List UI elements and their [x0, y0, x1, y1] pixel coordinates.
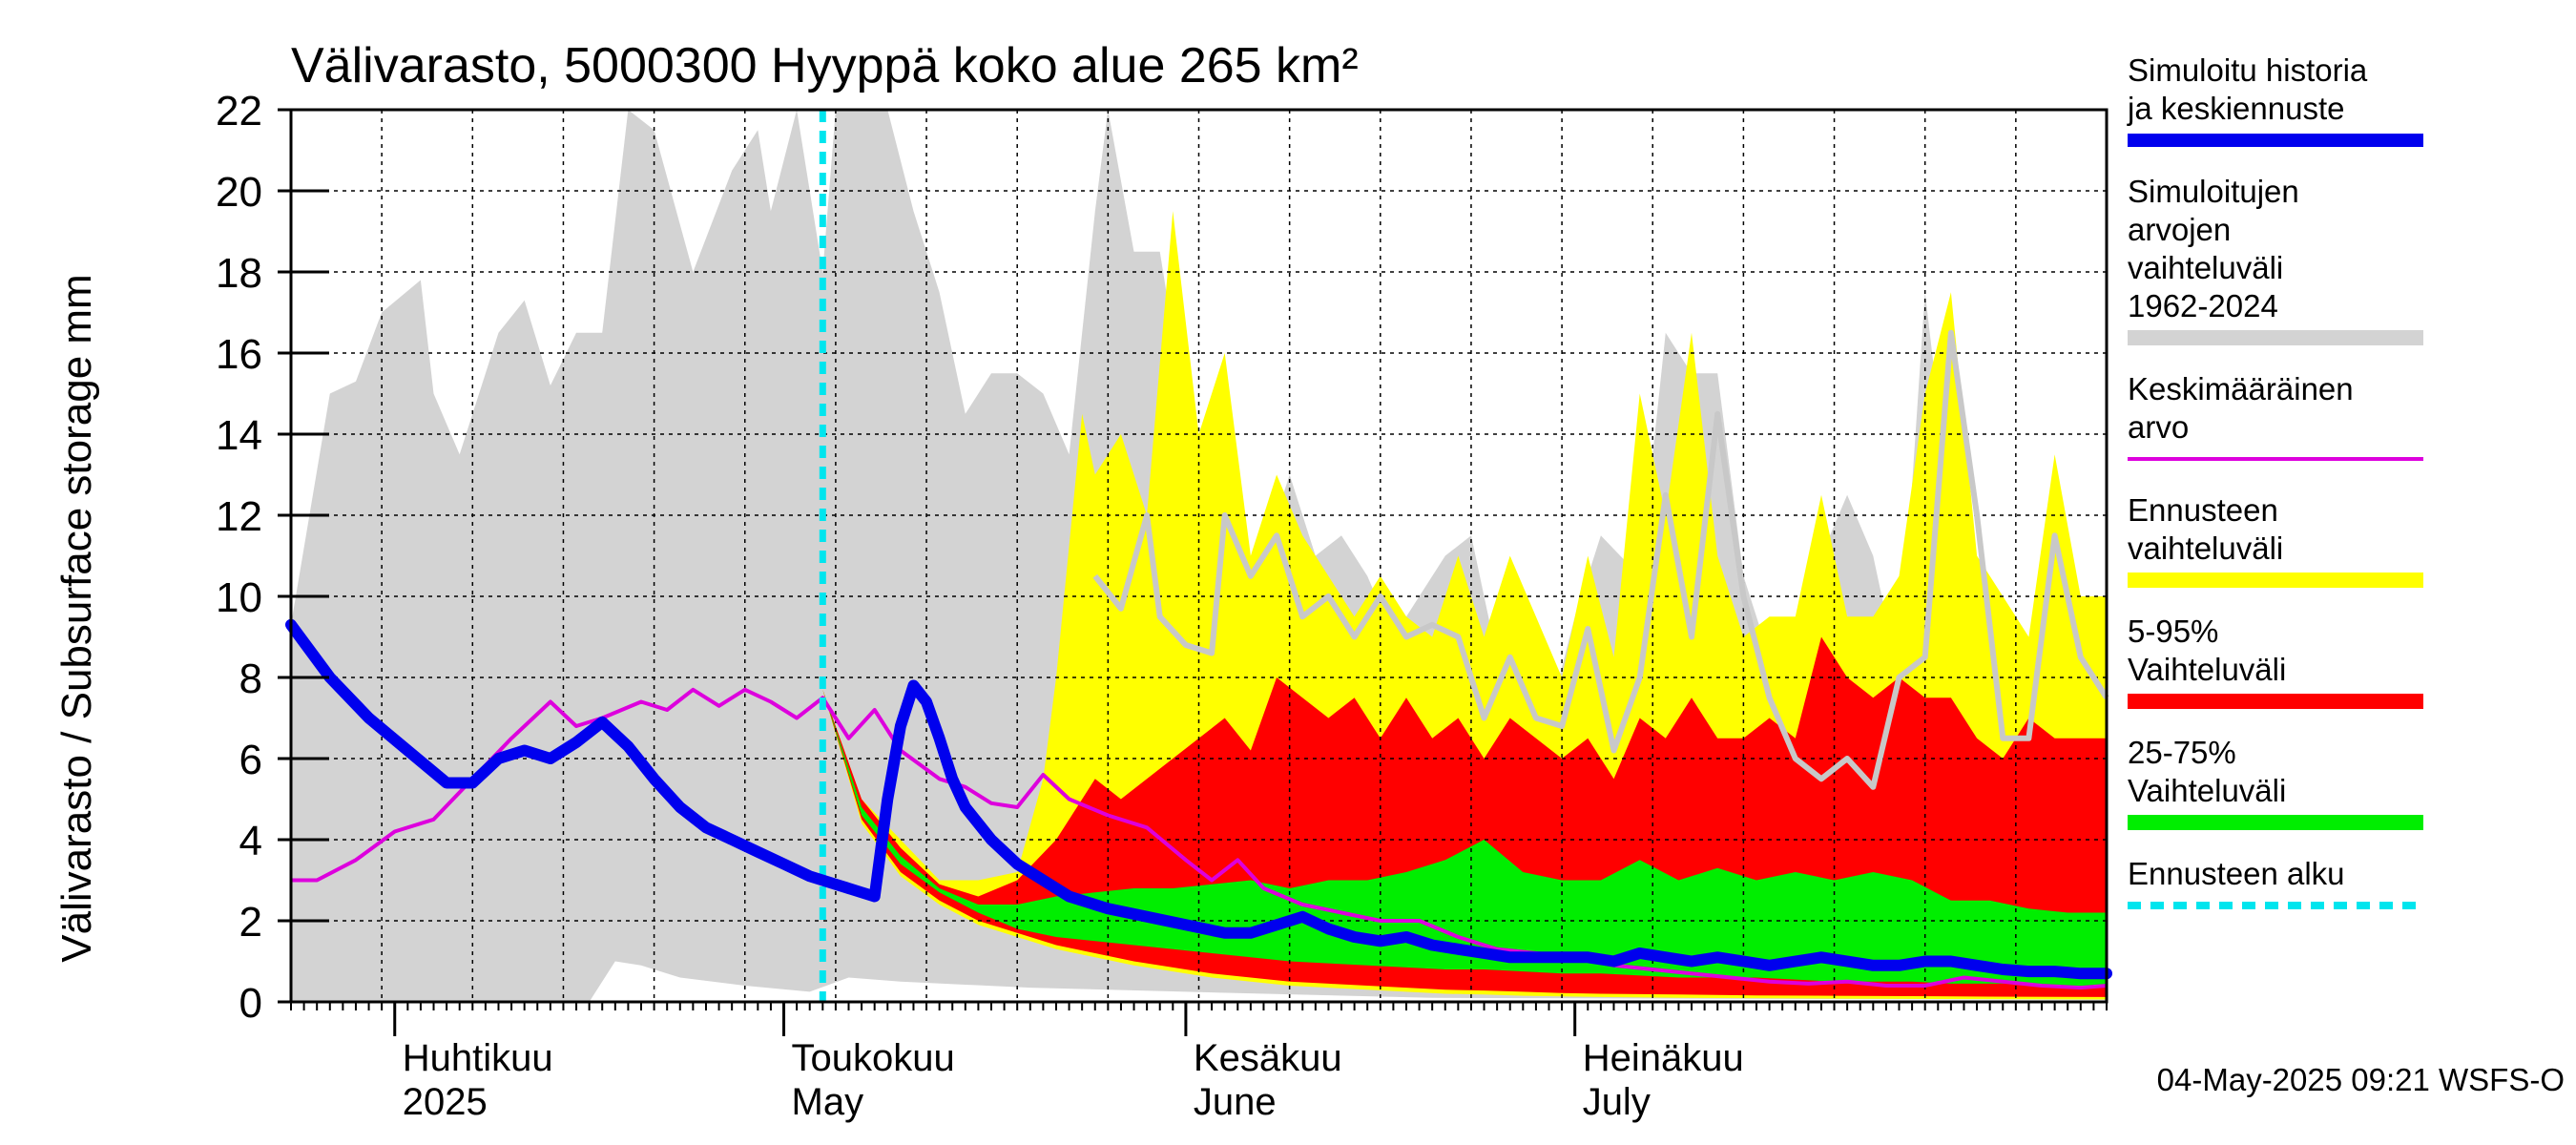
legend-label: arvojen [2128, 212, 2231, 247]
legend-label: arvo [2128, 409, 2189, 445]
y-tick-label: 14 [216, 412, 262, 459]
median-forecast-line [1092, 329, 2109, 790]
legend-label: vaihteluväli [2128, 531, 2283, 566]
y-tick-label: 18 [216, 250, 262, 297]
month-label: Toukokuu [792, 1037, 955, 1079]
y-tick-label: 4 [239, 818, 262, 864]
y-tick-label: 12 [216, 493, 262, 540]
legend-label: Keskimääräinen [2128, 371, 2354, 406]
y-tick-label: 8 [239, 656, 262, 702]
month-label: Heinäkuu [1583, 1037, 1744, 1079]
legend-label: Vaihteluväli [2128, 652, 2286, 687]
chart-series-lines [285, 110, 2112, 1002]
legend-label: 1962-2024 [2128, 288, 2278, 323]
month-label-secondary: June [1194, 1081, 1277, 1123]
main-series-line [285, 618, 2112, 980]
legend-label: 25-75% [2128, 735, 2236, 770]
month-label: Kesäkuu [1194, 1037, 1342, 1079]
legend-label: Ennusteen [2128, 492, 2278, 528]
legend-label: Vaihteluväli [2128, 773, 2286, 808]
y-tick-label: 0 [239, 980, 262, 1027]
legend-label: Simuloitu historia [2128, 52, 2368, 88]
y-tick-label: 16 [216, 331, 262, 378]
y-tick-label: 6 [239, 737, 262, 783]
y-axis-label: Välivarasto / Subsurface storage mm [53, 274, 100, 962]
legend-label: ja keskiennuste [2127, 91, 2344, 126]
legend-label: 5-95% [2128, 614, 2218, 649]
y-tick-label: 20 [216, 169, 262, 216]
footer-timestamp: 04-May-2025 09:21 WSFS-O [2157, 1062, 2565, 1097]
month-label-secondary: May [792, 1081, 864, 1123]
legend-label: Simuloitujen [2128, 174, 2299, 209]
chart-axes [278, 108, 2109, 1036]
y-tick-label: 22 [216, 88, 262, 135]
legend-label: vaihteluväli [2128, 250, 2283, 285]
month-label-secondary: 2025 [403, 1081, 488, 1123]
chart-gridlines [291, 109, 2107, 1003]
y-tick-labels: 0 2 4 6 8 10 12 14 16 18 20 22 [216, 88, 262, 1027]
chart-area-fills [291, 110, 2107, 1002]
month-label: Huhtikuu [403, 1037, 553, 1079]
legend-label: Ennusteen alku [2128, 856, 2345, 891]
month-label-secondary: July [1583, 1081, 1651, 1123]
y-tick-label: 2 [239, 899, 262, 946]
y-tick-label: 10 [216, 574, 262, 621]
chart-title: Välivarasto, 5000300 Hyyppä koko alue 26… [291, 38, 1359, 94]
